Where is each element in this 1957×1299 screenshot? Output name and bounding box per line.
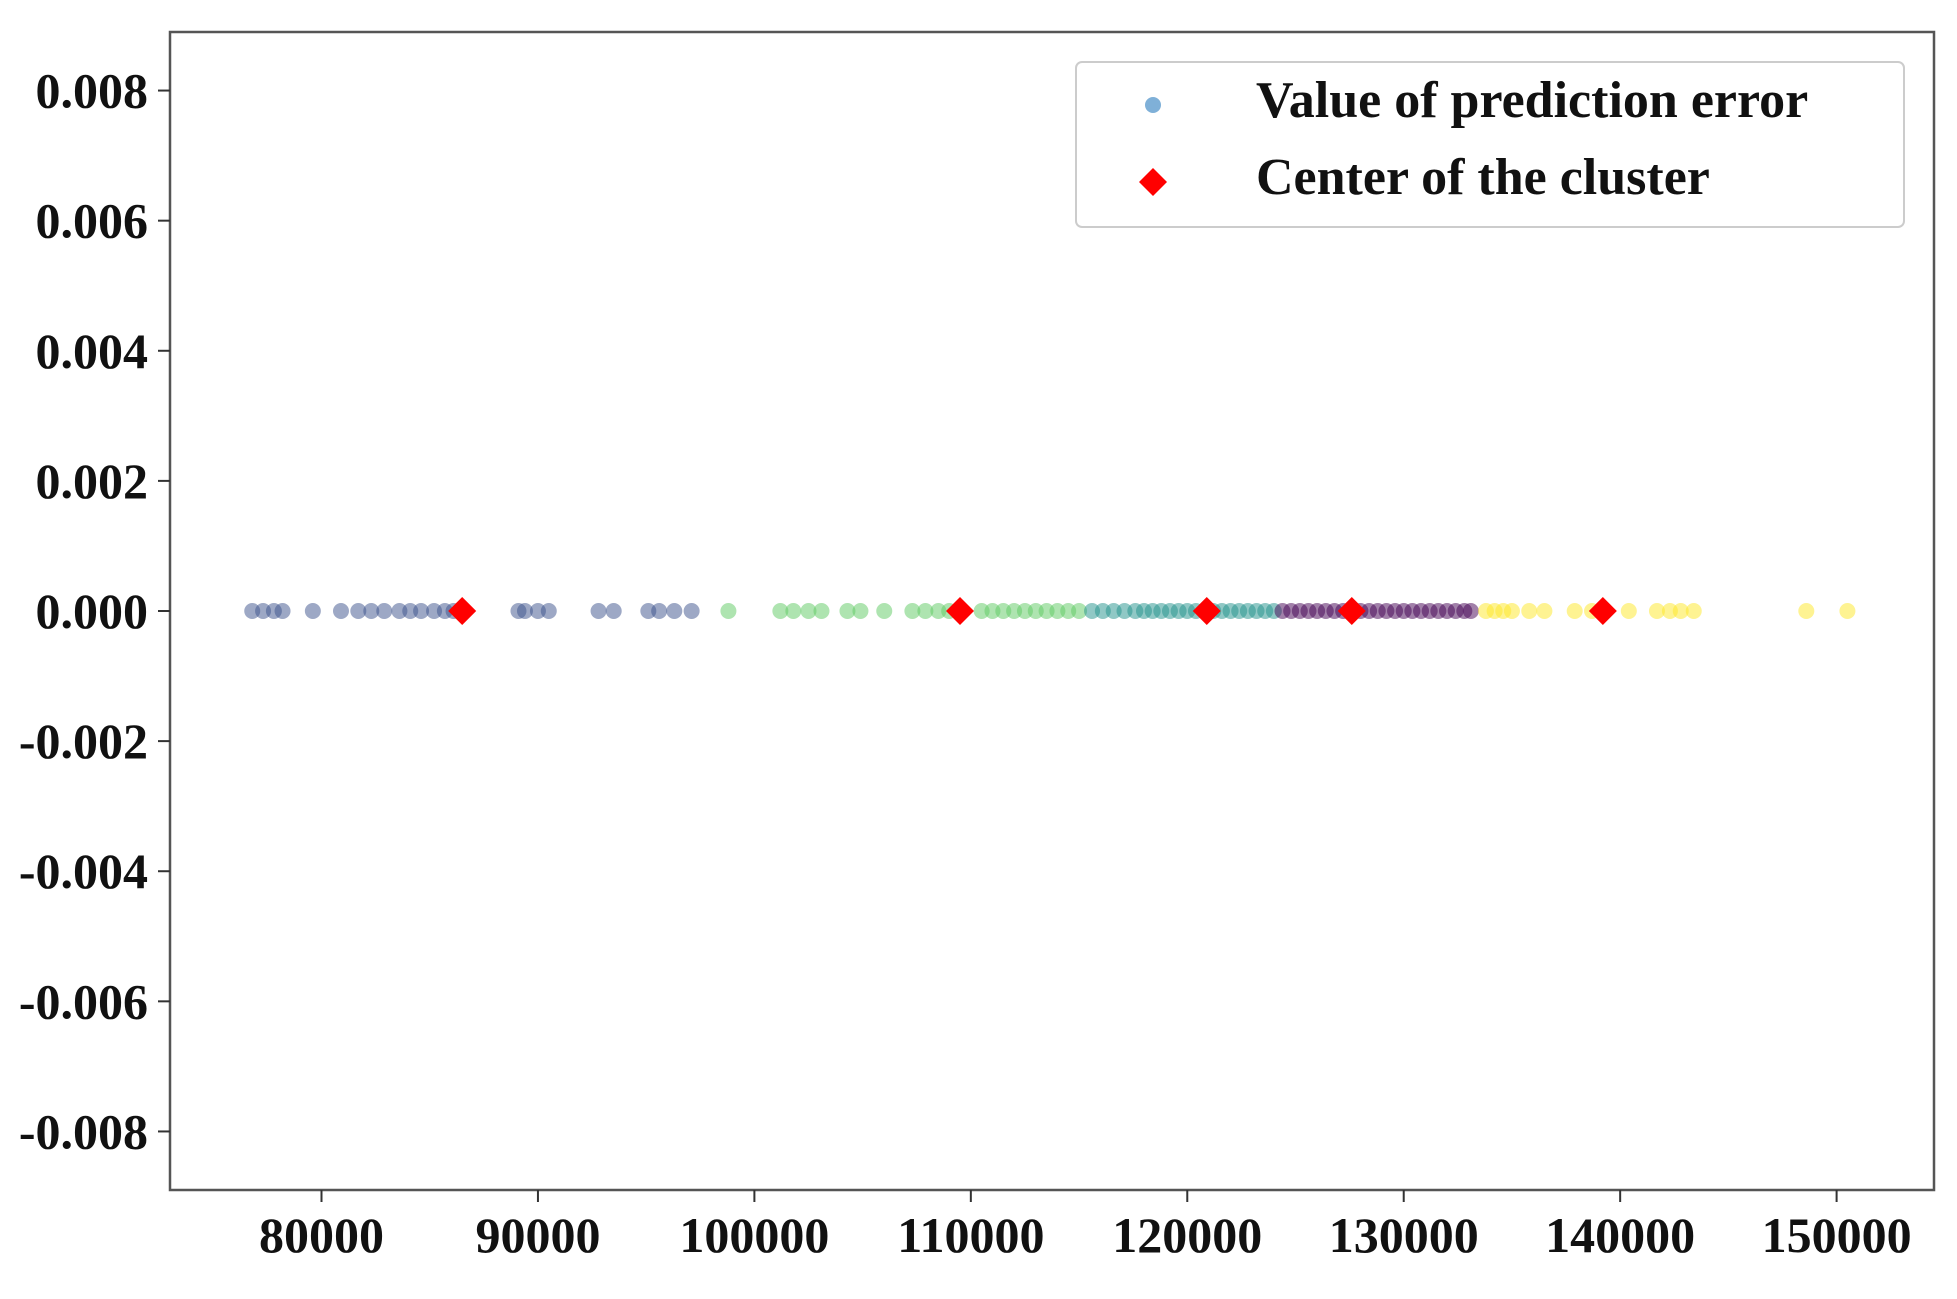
legend: Value of prediction error Center of the … — [1075, 61, 1905, 228]
legend-marker-prediction-error — [1145, 97, 1161, 113]
legend-marker-cluster-center — [1139, 168, 1167, 196]
cluster-center-marker — [1337, 597, 1366, 625]
y-tick-label: -0.006 — [19, 973, 148, 1029]
y-tick-label: 0.006 — [36, 193, 149, 249]
data-point-cluster-2 — [813, 603, 830, 619]
data-point-cluster-1 — [363, 603, 380, 619]
data-point-cluster-1 — [683, 603, 700, 619]
data-point-cluster-1 — [332, 603, 349, 619]
x-tick-label: 110000 — [897, 1207, 1044, 1263]
data-point-cluster-2 — [772, 603, 789, 619]
legend-label-prediction-error: Value of prediction error — [1256, 72, 1808, 129]
x-tick-label: 120000 — [1112, 1207, 1262, 1263]
data-point-cluster-1 — [304, 603, 321, 619]
data-point-cluster-1 — [413, 603, 430, 619]
y-tick-label: 0.004 — [36, 323, 149, 379]
data-point-cluster-1 — [540, 603, 557, 619]
cluster-center-marker — [448, 597, 477, 625]
data-point-cluster-5 — [1672, 603, 1689, 619]
data-point-cluster-1 — [666, 603, 683, 619]
data-point-cluster-2 — [1071, 603, 1088, 619]
data-point-cluster-1 — [376, 603, 393, 619]
y-tick-label: 0.002 — [36, 453, 149, 509]
data-point-cluster-2 — [852, 603, 869, 619]
x-axis: 80000 90000 100000 110000 120000 130000 140000… — [259, 1190, 1912, 1263]
x-tick-label: 90000 — [475, 1207, 600, 1263]
y-tick-label: 0.000 — [36, 583, 149, 639]
cluster-center-marker — [1588, 597, 1617, 625]
x-tick-label: 150000 — [1762, 1207, 1912, 1263]
y-tick-label: -0.002 — [19, 713, 148, 769]
data-point-cluster-2 — [917, 603, 934, 619]
data-point-cluster-1 — [590, 603, 607, 619]
data-point-cluster-4 — [1462, 603, 1479, 619]
y-tick-label: -0.008 — [19, 1103, 148, 1159]
x-tick-label: 130000 — [1329, 1207, 1479, 1263]
data-point-cluster-1 — [350, 603, 367, 619]
cluster-center-marker — [1192, 597, 1221, 625]
data-point-cluster-2 — [785, 603, 802, 619]
cluster-center-marker — [946, 597, 975, 625]
data-point-cluster-5 — [1798, 603, 1815, 619]
x-tick-label: 140000 — [1545, 1207, 1695, 1263]
cluster-centers — [448, 597, 1617, 625]
data-point-cluster-5 — [1536, 603, 1553, 619]
data-point-cluster-5 — [1839, 603, 1856, 619]
data-point-cluster-2 — [839, 603, 856, 619]
data-point-cluster-2 — [904, 603, 921, 619]
y-tick-label: 0.008 — [36, 63, 149, 119]
data-point-cluster-5 — [1566, 603, 1583, 619]
legend-box — [1075, 61, 1905, 228]
data-point-cluster-1 — [605, 603, 622, 619]
data-point-cluster-5 — [1648, 603, 1665, 619]
data-point-cluster-1 — [651, 603, 668, 619]
data-point-cluster-2 — [876, 603, 893, 619]
x-tick-label: 100000 — [679, 1207, 829, 1263]
y-tick-label: -0.004 — [19, 843, 148, 899]
x-tick-label: 80000 — [259, 1207, 384, 1263]
data-point-cluster-2 — [720, 603, 737, 619]
data-point-cluster-2 — [800, 603, 817, 619]
data-point-cluster-5 — [1521, 603, 1538, 619]
data-point-cluster-1 — [516, 603, 533, 619]
y-axis: 0.008 0.006 0.004 0.002 0.000 -0.002 -0.004 -0.… — [19, 63, 170, 1159]
data-point-cluster-1 — [274, 603, 291, 619]
data-point-cluster-5 — [1503, 603, 1520, 619]
data-point-cluster-5 — [1620, 603, 1637, 619]
legend-label-cluster-center: Center of the cluster — [1256, 149, 1710, 206]
data-point-cluster-5 — [1685, 603, 1702, 619]
